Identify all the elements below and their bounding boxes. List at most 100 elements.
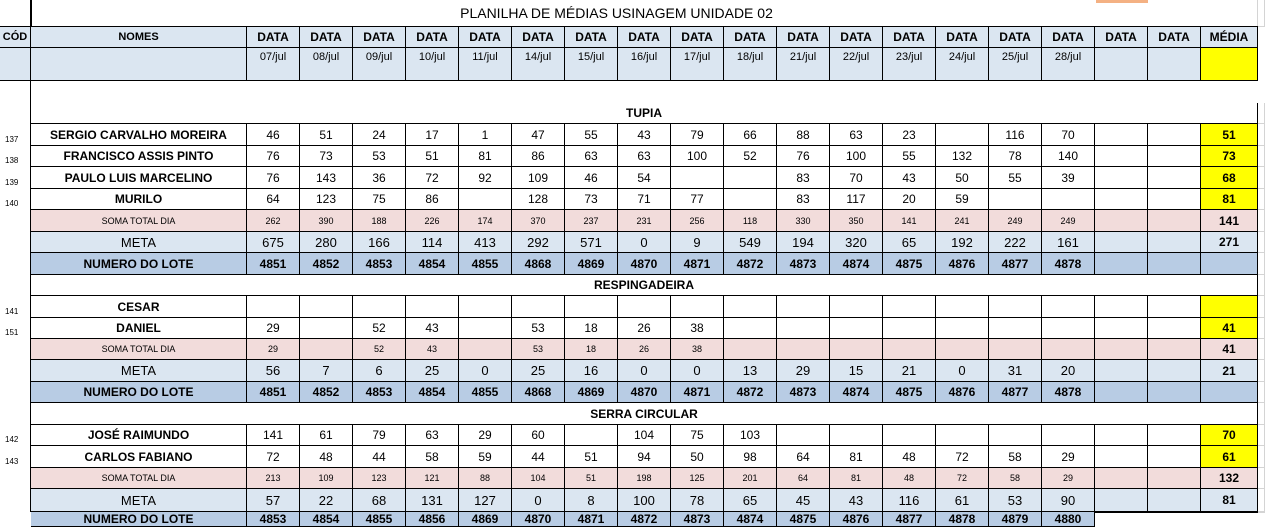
day-value-cell[interactable] [1095,296,1148,318]
day-value-cell[interactable]: 76 [777,146,830,167]
day-value-cell[interactable]: 24 [353,124,406,146]
day-value-cell[interactable] [830,296,883,318]
soma-value-cell[interactable] [1095,210,1148,232]
day-value-cell[interactable] [777,425,830,446]
header-date[interactable] [1095,48,1148,81]
meta-value-cell[interactable]: 192 [936,232,989,253]
header-data[interactable]: DATA [1042,27,1095,48]
soma-value-cell[interactable]: 104 [512,468,565,489]
soma-value-cell[interactable] [1095,339,1148,360]
meta-value-cell[interactable] [1148,232,1201,253]
meta-value-cell[interactable]: 0 [512,489,565,512]
day-value-cell[interactable]: 140 [1042,146,1095,167]
lote-value-cell[interactable]: 4854 [406,382,459,403]
day-value-cell[interactable] [936,124,989,146]
operator-name[interactable]: DANIEL [31,318,247,339]
day-value-cell[interactable]: 98 [724,446,777,468]
header-media-fill[interactable] [1201,48,1258,81]
day-value-cell[interactable]: 70 [830,167,883,189]
day-value-cell[interactable] [247,296,300,318]
meta-value-cell[interactable]: 25 [512,360,565,382]
lote-value-cell[interactable]: 4868 [512,382,565,403]
lote-value-cell[interactable]: 4874 [724,512,777,527]
day-value-cell[interactable]: 29 [459,425,512,446]
meta-value-cell[interactable]: 65 [883,232,936,253]
day-value-cell[interactable]: 143 [300,167,353,189]
header-date[interactable]: 16/jul [618,48,671,81]
day-value-cell[interactable] [1095,189,1148,210]
day-value-cell[interactable] [1042,318,1095,339]
lote-value-cell[interactable]: 4877 [989,382,1042,403]
header-date[interactable]: 07/jul [247,48,300,81]
lote-value-cell[interactable] [1148,253,1201,275]
day-value-cell[interactable]: 43 [618,124,671,146]
soma-value-cell[interactable]: 226 [406,210,459,232]
day-value-cell[interactable] [300,318,353,339]
soma-value-cell[interactable]: 262 [247,210,300,232]
operator-name[interactable]: JOSÉ RAIMUNDO [31,425,247,446]
meta-value-cell[interactable]: 549 [724,232,777,253]
day-value-cell[interactable]: 17 [406,124,459,146]
day-value-cell[interactable]: 75 [353,189,406,210]
header-data[interactable]: DATA [512,27,565,48]
soma-value-cell[interactable] [777,339,830,360]
soma-value-cell[interactable]: 188 [353,210,406,232]
lote-value-cell[interactable]: 4872 [618,512,671,527]
day-value-cell[interactable] [989,425,1042,446]
header-date[interactable]: 24/jul [936,48,989,81]
day-value-cell[interactable] [459,189,512,210]
day-value-cell[interactable]: 75 [671,425,724,446]
meta-value-cell[interactable]: 280 [300,232,353,253]
soma-value-cell[interactable] [1148,210,1201,232]
lote-value-cell[interactable]: 4869 [459,512,512,527]
lote-value-cell[interactable] [1095,512,1148,513]
day-value-cell[interactable] [1042,425,1095,446]
meta-value-cell[interactable]: 65 [724,489,777,512]
day-value-cell[interactable]: 63 [406,425,459,446]
operator-name[interactable]: CARLOS FABIANO [31,446,247,468]
meta-value-cell[interactable]: 9 [671,232,724,253]
lote-value-cell[interactable] [1095,382,1148,403]
header-date[interactable] [1148,48,1201,81]
operator-name[interactable]: PAULO LUIS MARCELINO [31,167,247,189]
media-cell[interactable]: 51 [1201,124,1258,146]
meta-value-cell[interactable]: 0 [618,232,671,253]
day-value-cell[interactable]: 76 [247,146,300,167]
soma-value-cell[interactable]: 201 [724,468,777,489]
day-value-cell[interactable] [883,296,936,318]
day-value-cell[interactable]: 83 [777,167,830,189]
soma-value-cell[interactable]: 174 [459,210,512,232]
lote-value-cell[interactable]: 4854 [300,512,353,527]
soma-value-cell[interactable]: 256 [671,210,724,232]
soma-value-cell[interactable] [1042,339,1095,360]
operator-name[interactable]: SERGIO CARVALHO MOREIRA [31,124,247,146]
day-value-cell[interactable]: 50 [936,167,989,189]
day-value-cell[interactable] [724,167,777,189]
soma-value-cell[interactable] [724,339,777,360]
media-cell[interactable] [1201,296,1258,318]
meta-value-cell[interactable]: 43 [830,489,883,512]
meta-value-cell[interactable]: 320 [830,232,883,253]
lote-value-cell[interactable]: 4876 [936,382,989,403]
day-value-cell[interactable]: 46 [565,167,618,189]
soma-value-cell[interactable]: 249 [1042,210,1095,232]
lote-value-cell[interactable]: 4877 [989,253,1042,275]
day-value-cell[interactable]: 132 [936,146,989,167]
day-value-cell[interactable] [1095,124,1148,146]
soma-value-cell[interactable]: 350 [830,210,883,232]
day-value-cell[interactable]: 51 [565,446,618,468]
header-date[interactable]: 28/jul [1042,48,1095,81]
header-cod-blank[interactable] [0,48,31,81]
day-value-cell[interactable]: 81 [459,146,512,167]
meta-value-cell[interactable]: 21 [883,360,936,382]
soma-value-cell[interactable]: 109 [300,468,353,489]
day-value-cell[interactable]: 58 [989,446,1042,468]
lote-value-cell[interactable]: 4880 [1042,512,1095,527]
day-value-cell[interactable]: 78 [989,146,1042,167]
day-value-cell[interactable]: 86 [406,189,459,210]
day-value-cell[interactable]: 43 [406,318,459,339]
day-value-cell[interactable] [1148,124,1201,146]
lote-value-cell[interactable]: 4870 [512,512,565,527]
media-cell[interactable]: 61 [1201,446,1258,468]
operator-name[interactable]: MURILO [31,189,247,210]
